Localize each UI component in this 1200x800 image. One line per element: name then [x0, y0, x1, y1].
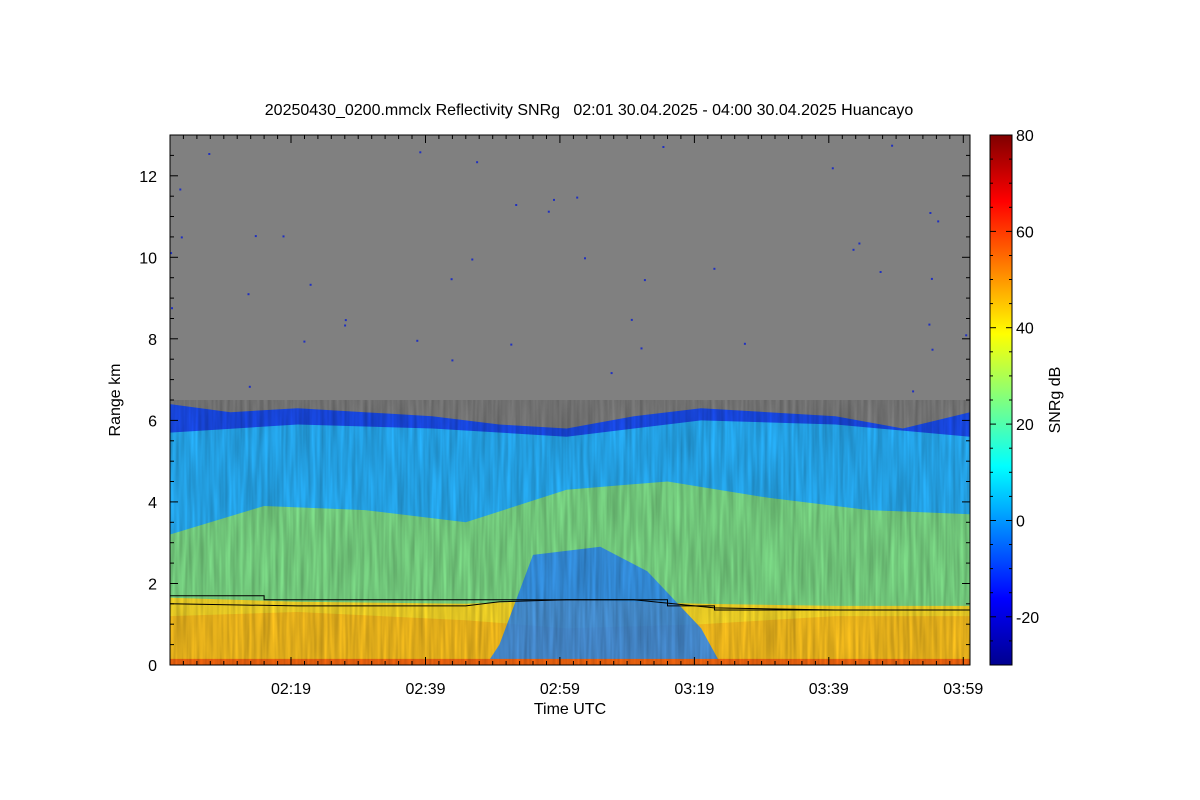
x-tick-label: 02:59 — [540, 681, 580, 698]
colorbar-tick-label: -20 — [1016, 610, 1039, 627]
y-tick-label: 2 — [148, 577, 157, 594]
y-tick-label: 6 — [148, 413, 157, 430]
noise-speckle — [713, 267, 716, 270]
noise-speckle — [344, 319, 347, 322]
noise-speckle — [170, 252, 173, 255]
noise-speckle — [476, 161, 479, 164]
y-tick-label: 10 — [139, 250, 157, 267]
noise-speckle — [928, 323, 931, 326]
colorbar-tick-label: 20 — [1016, 417, 1034, 434]
noise-speckle — [419, 151, 422, 154]
noise-speckle — [450, 278, 453, 281]
noise-speckle — [743, 342, 746, 345]
noise-speckle — [471, 258, 474, 261]
colorbar-tick-label: 60 — [1016, 224, 1034, 241]
noise-speckle — [858, 242, 861, 245]
noise-speckle — [309, 283, 312, 286]
noise-speckle — [852, 248, 855, 251]
noise-speckle — [930, 277, 933, 280]
x-tick-label: 02:39 — [405, 681, 445, 698]
noise-speckle — [515, 204, 518, 206]
noise-speckle — [630, 318, 633, 321]
noise-speckle — [929, 212, 932, 214]
noise-speckle — [254, 235, 257, 238]
x-tick-label: 03:39 — [809, 681, 849, 698]
noise-speckle — [831, 167, 834, 170]
colorbar-tick-label: 80 — [1016, 128, 1034, 145]
noise-speckle — [879, 271, 882, 273]
noise-speckle — [510, 343, 513, 346]
noise-speckle — [931, 348, 934, 351]
noise-speckle — [171, 307, 173, 310]
noise-speckle — [965, 334, 968, 337]
noise-speckle — [282, 235, 285, 238]
noise-speckle — [303, 340, 306, 343]
y-tick-label: 0 — [148, 658, 157, 675]
wavy-overlay-line — [170, 599, 970, 611]
y-tick-label: 8 — [148, 332, 157, 349]
x-axis: 02:19 02:39 02:59 03:19 03:39 03:59 — [169, 135, 983, 698]
plot-area — [170, 135, 970, 665]
signal-texture — [170, 400, 970, 665]
colorbar: -20 0 20 40 60 80 SNRg dB — [989, 128, 1064, 666]
noise-speckle — [891, 144, 894, 147]
noise-speckle — [208, 153, 211, 155]
noise-speckle — [610, 372, 613, 375]
x-tick-label: 02:19 — [271, 681, 311, 698]
noise-speckle — [416, 339, 419, 342]
colorbar-tick-label: 40 — [1016, 321, 1034, 338]
y-axis-label: Range km — [107, 364, 124, 437]
x-tick-label: 03:19 — [674, 681, 714, 698]
colorbar-ticks: -20 0 20 40 60 80 — [990, 128, 1039, 666]
noise-speckle — [912, 390, 915, 393]
noise-speckle — [344, 324, 347, 327]
x-axis-label: Time UTC — [534, 701, 606, 718]
noise-speckle — [553, 198, 555, 201]
noise-speckle — [584, 257, 586, 260]
noise-speckle — [247, 293, 250, 296]
y-tick-label: 4 — [148, 495, 157, 512]
noise-speckle — [662, 146, 665, 148]
colorbar-gradient — [989, 134, 1013, 666]
noise-speckle — [248, 385, 251, 388]
noise-speckle — [180, 236, 183, 239]
noise-speckle — [576, 196, 579, 199]
colorbar-label: SNRg dB — [1047, 367, 1064, 434]
y-axis: 0 2 4 6 8 10 12 — [139, 134, 970, 675]
noise-speckle — [179, 188, 182, 191]
y-tick-label: 12 — [139, 169, 157, 186]
noise-speckle — [451, 359, 454, 362]
noise-speckle — [937, 220, 940, 223]
noise-speckle — [643, 279, 646, 282]
colorbar-tick-label: 0 — [1016, 514, 1025, 531]
chart-title: 20250430_0200.mmclx Reflectivity SNRg 02… — [265, 102, 914, 119]
noise-speckle — [547, 210, 550, 213]
noise-speckles — [170, 144, 970, 393]
x-tick-label: 03:59 — [943, 681, 983, 698]
noise-speckle — [640, 347, 643, 350]
